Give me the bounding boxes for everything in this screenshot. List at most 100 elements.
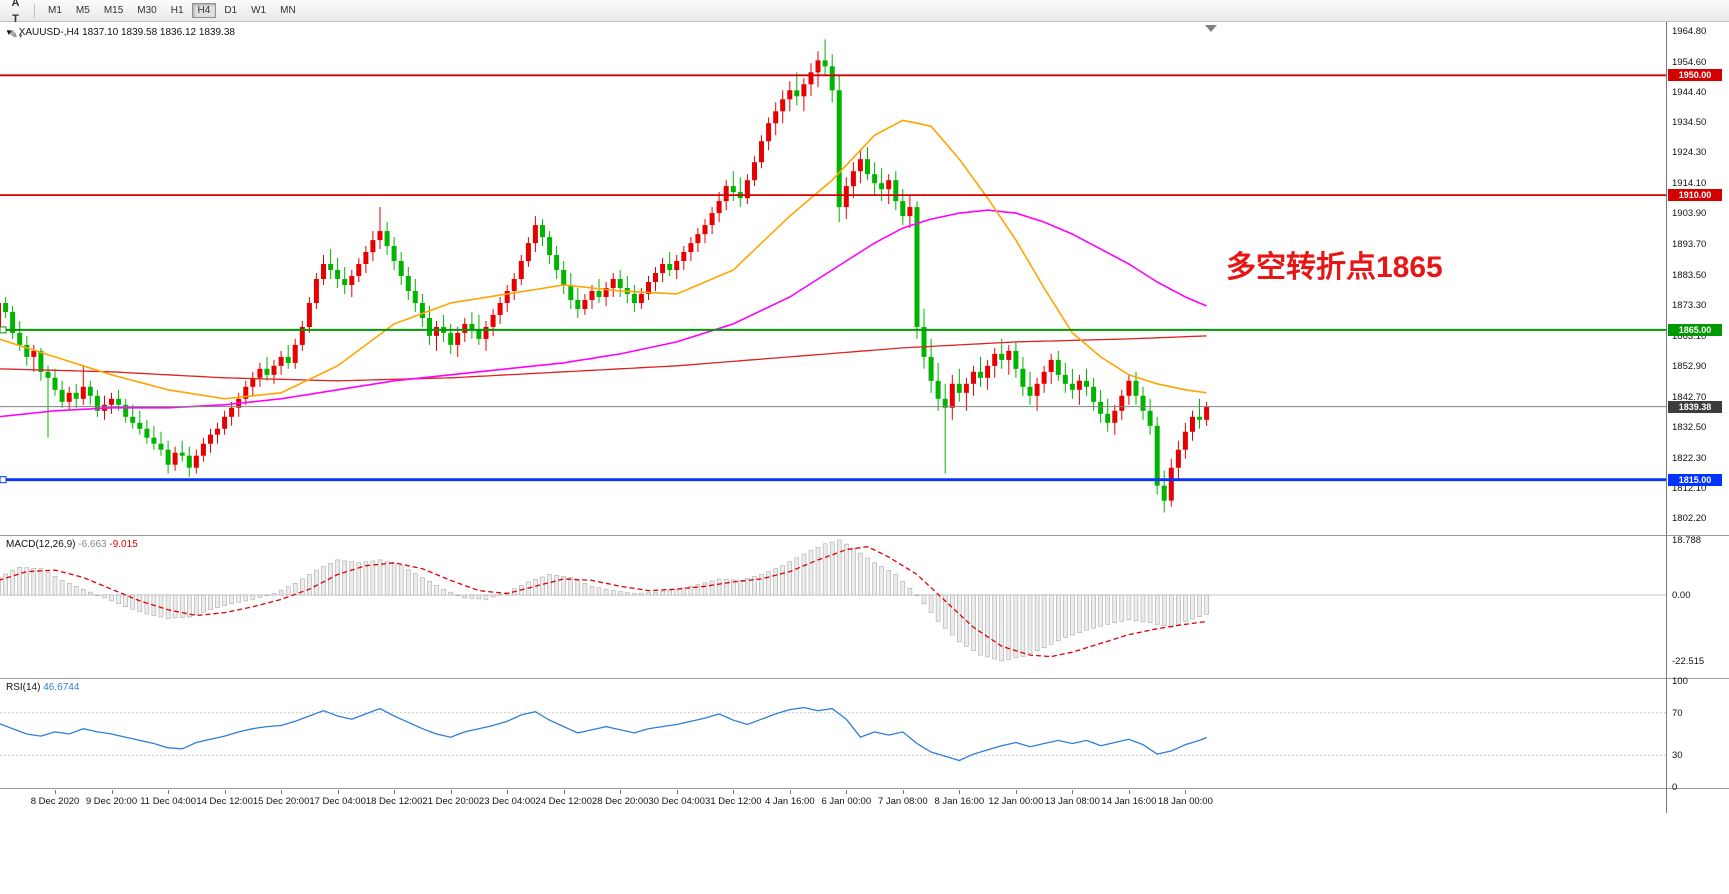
drawing-tool-button[interactable]: ✎▾ — [8, 28, 23, 41]
timeframe-button-m30[interactable]: M30 — [137, 5, 157, 16]
macd-histogram-bar — [1013, 594, 1019, 659]
timeframe-button-m1[interactable]: M1 — [48, 5, 62, 16]
bear-candle — [38, 350, 44, 372]
macd-histogram-bar — [985, 594, 990, 658]
macd-histogram-bar — [766, 571, 771, 596]
line-handle[interactable] — [0, 326, 7, 334]
chart-annotation-text[interactable]: 多空转折点1865 — [1226, 251, 1443, 284]
timeframe-button-w1[interactable]: W1 — [251, 5, 267, 16]
bull-candle — [229, 407, 235, 417]
bull-candle — [257, 368, 263, 378]
rsi-value: 46.6744 — [43, 682, 80, 693]
macd-histogram-bar — [900, 581, 906, 596]
collapse-ohlc-icon[interactable]: ▼ — [5, 28, 13, 37]
bear-candle — [469, 323, 475, 330]
rsi-indicator-chart[interactable] — [0, 679, 1666, 789]
macd-label: MACD(12,26,9) -6.663 -9.015 — [6, 539, 138, 550]
bear-candle — [1147, 410, 1153, 426]
macd-histogram-bar — [243, 594, 249, 602]
bear-candle — [144, 428, 150, 438]
bear-candle — [914, 207, 920, 327]
macd-histogram-bar — [476, 594, 482, 600]
bull-candle — [313, 279, 319, 303]
bull-candle — [497, 303, 503, 315]
bear-candle — [264, 368, 270, 375]
macd-histogram-bar — [752, 576, 757, 596]
macd-histogram-bar — [24, 567, 30, 596]
rsi-axis-tick: 100 — [1672, 676, 1688, 687]
bear-candle — [94, 395, 100, 411]
bear-candle — [942, 398, 948, 408]
macd-histogram-bar — [1126, 594, 1132, 621]
bull-candle — [1168, 467, 1174, 501]
bull-candle — [455, 332, 461, 345]
main-price-chart[interactable] — [0, 22, 1666, 536]
timeframe-button-d1[interactable]: D1 — [224, 5, 238, 16]
time-axis[interactable]: 8 Dec 2020 9 Dec 20:00 11 Dec 04:00 14 Dec … — [0, 789, 1666, 813]
macd-histogram-bar — [540, 576, 545, 596]
macd-histogram-bar — [427, 581, 432, 596]
macd-histogram-bar — [667, 589, 672, 596]
cursor-tool-button[interactable]: A — [11, 0, 20, 9]
bull-candle — [278, 356, 284, 366]
macd-histogram-bar — [653, 591, 658, 596]
macd-histogram-bar — [1154, 594, 1160, 625]
macd-histogram-bar — [321, 566, 326, 596]
macd-histogram-bar — [1048, 594, 1054, 645]
time-axis-label: 9 Dec 20:00 — [85, 796, 138, 807]
time-axis-tick — [507, 790, 509, 794]
bear-candle — [568, 285, 574, 300]
macd-histogram-bar — [858, 552, 863, 596]
bear-candle — [1069, 383, 1075, 390]
bull-candle — [1076, 380, 1082, 390]
bear-candle — [328, 264, 334, 270]
macd-histogram-bar — [349, 561, 355, 596]
macd-histogram-bar — [271, 593, 277, 596]
bull-candle — [653, 273, 658, 282]
bear-candle — [829, 66, 835, 91]
macd-histogram-bar — [971, 594, 976, 651]
macd-indicator-chart[interactable] — [0, 536, 1666, 679]
bear-candle — [1105, 413, 1111, 423]
panel-separator[interactable] — [0, 535, 1729, 536]
chart-shift-marker-icon[interactable] — [1205, 25, 1217, 32]
text-tool-button[interactable]: T — [12, 12, 19, 25]
bull-candle — [1175, 449, 1181, 468]
timeframe-button-m5[interactable]: M5 — [75, 5, 90, 16]
macd-histogram-bar — [893, 574, 899, 596]
line-handle[interactable] — [0, 476, 7, 484]
bull-candle — [949, 383, 955, 408]
bear-candle — [427, 317, 432, 336]
panel-separator[interactable] — [0, 678, 1729, 679]
macd-histogram-bar — [165, 594, 171, 619]
time-axis-label: 8 Dec 2020 — [30, 796, 80, 807]
bear-candle — [1062, 374, 1068, 384]
macd-histogram-bar — [1169, 594, 1174, 628]
bear-candle — [956, 383, 962, 393]
price-axis[interactable]: 1964.80 1954.60 1944.40 1934.50 1924.30 1914.… — [1666, 22, 1729, 813]
time-axis-tick — [450, 790, 452, 794]
bear-candle — [547, 237, 553, 256]
time-axis-tick — [1128, 790, 1130, 794]
bull-candle — [660, 264, 666, 273]
macd-histogram-bar — [413, 573, 418, 596]
rsi-axis-tick: 0 — [1672, 782, 1678, 793]
macd-histogram-bar — [561, 576, 566, 596]
timeframe-button-h4[interactable]: H4 — [191, 3, 217, 18]
macd-histogram-bar — [738, 580, 743, 596]
bull-candle — [215, 428, 220, 435]
bull-candle — [1048, 359, 1054, 372]
level-price-tag: 1815.00 — [1668, 473, 1722, 486]
bull-candle — [759, 141, 764, 163]
timeframe-button-mn[interactable]: MN — [280, 5, 296, 16]
bull-candle — [582, 300, 588, 309]
timeframe-button-h1[interactable]: H1 — [170, 5, 184, 16]
timeframe-button-m15[interactable]: M15 — [103, 5, 124, 16]
macd-histogram-bar — [914, 594, 920, 596]
time-axis-label: 31 Dec 12:00 — [705, 796, 762, 807]
rsi-axis-tick: 30 — [1672, 750, 1683, 762]
macd-histogram-bar — [137, 594, 143, 612]
macd-histogram-bar — [342, 560, 347, 596]
macd-histogram-bar — [695, 584, 701, 596]
ma-orange-line — [0, 119, 1207, 400]
